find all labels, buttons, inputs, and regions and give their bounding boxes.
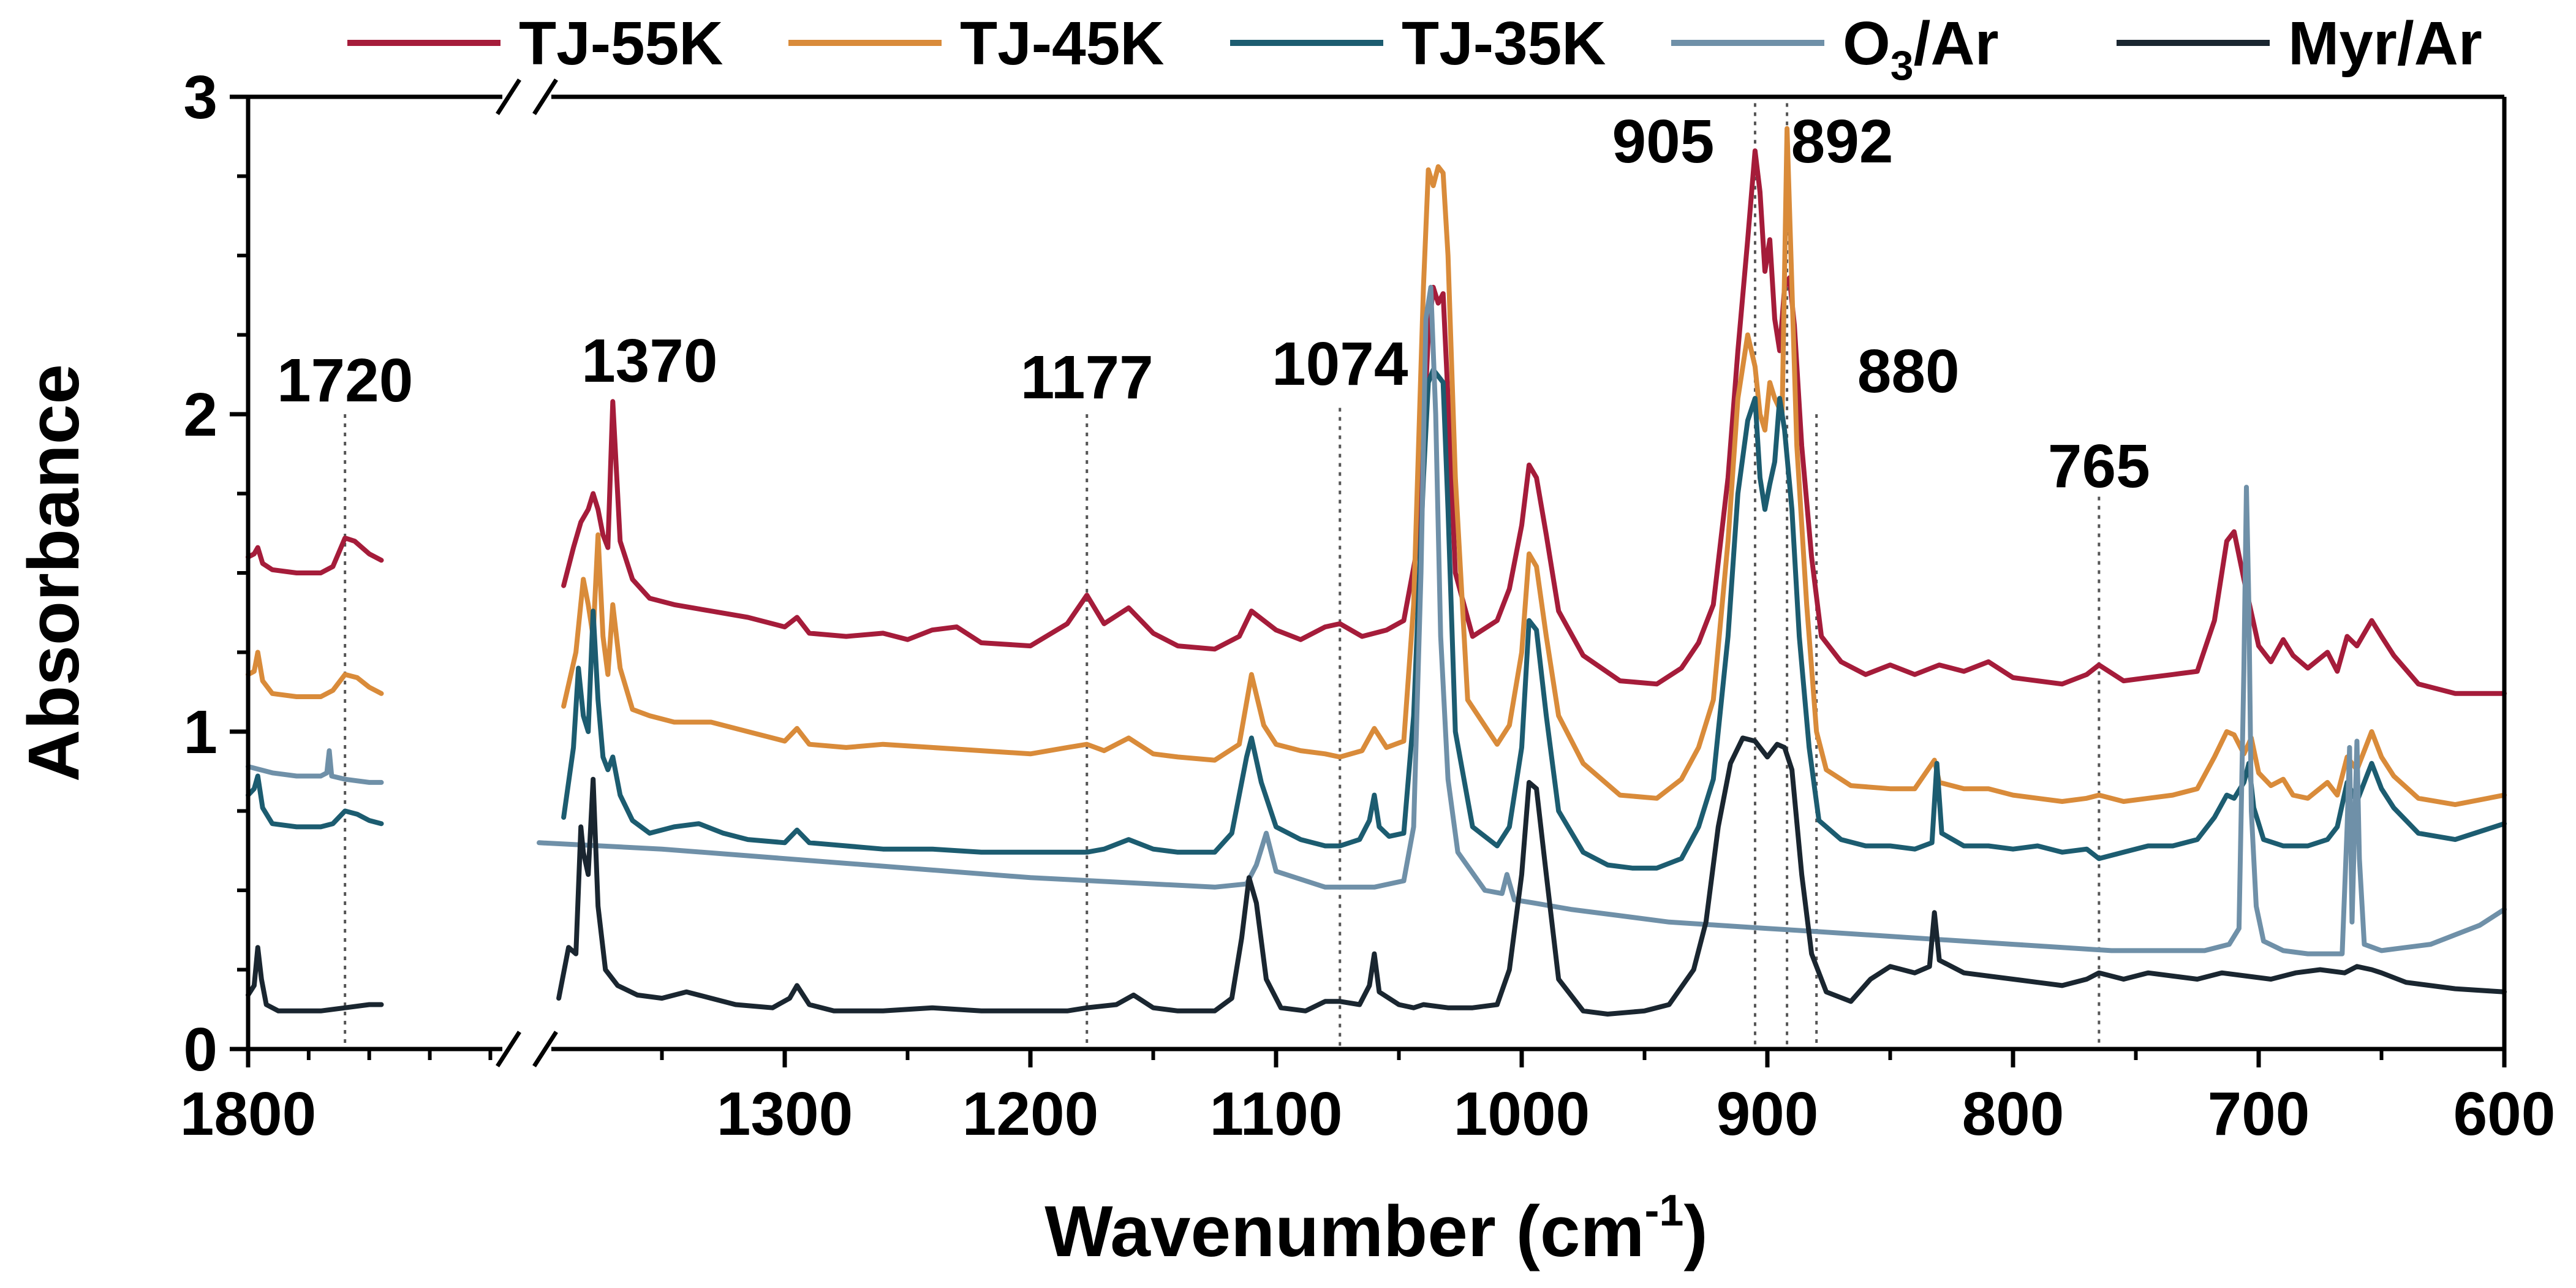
x-axis-title: Wavenumber (cm-1) (1044, 1186, 1708, 1272)
legend-label-1: TJ-45K (960, 9, 1164, 78)
axes: 0 1 2 3 1800 1300 1200 1100 1000 900 800 700 600 (180, 63, 2556, 1148)
annotation-label-1720: 1720 (277, 346, 413, 415)
annotation-label-765: 765 (2048, 432, 2150, 501)
series-line-2-segment-1 (561, 367, 2507, 871)
annotation-label-892: 892 (1791, 107, 1894, 176)
series-4 (246, 735, 2507, 1017)
series-line-3-segment-0 (246, 748, 384, 785)
x-tick-label-1100: 1100 (1210, 1080, 1343, 1148)
x-tick-label-1200: 1200 (962, 1080, 1098, 1148)
series-line-0-segment-1 (561, 148, 2507, 696)
y-axis-title: Absorbance (13, 364, 94, 782)
x-tick-label-1000: 1000 (1454, 1080, 1590, 1148)
series-line-0-segment-0 (246, 536, 384, 575)
x-tick-label-1300: 1300 (717, 1080, 853, 1148)
x-tick-label-800: 800 (1962, 1080, 2064, 1148)
annotation-label-1074: 1074 (1272, 330, 1408, 398)
y-tick-label-1: 1 (183, 698, 217, 767)
axis-break-mark-bottom-0 (496, 1031, 521, 1067)
axis-break-mark-bottom-1 (532, 1031, 558, 1067)
series-line-1-segment-1 (561, 126, 2507, 808)
series-0 (246, 148, 2507, 696)
y-tick-label-0: 0 (183, 1015, 217, 1084)
axis-break-mark-top-0 (496, 78, 521, 115)
series-line-4-segment-1 (556, 735, 2507, 1017)
series-line-4-segment-0 (246, 945, 384, 1013)
legend-label-0: TJ-55K (519, 9, 723, 78)
legend-label-3: O3/Ar (1843, 9, 1999, 89)
annotation-label-1177: 1177 (1021, 343, 1154, 412)
spectrum-series (246, 126, 2507, 1017)
series-line-1-segment-0 (246, 650, 384, 699)
series-line-3-segment-1 (537, 284, 2507, 957)
annotation-label-905: 905 (1612, 107, 1715, 176)
peak-annotations: 1720 1370 1177 1074 905 892 880 765 (277, 103, 2150, 1049)
axis-break-mark-top-1 (532, 78, 558, 115)
y-tick-label-3: 3 (183, 63, 217, 132)
legend-label-2: TJ-35K (1402, 9, 1606, 78)
series-3 (246, 284, 2507, 957)
x-tick-label-700: 700 (2208, 1080, 2310, 1148)
x-tick-label-900: 900 (1717, 1080, 1819, 1148)
legend-label-4: Myr/Ar (2288, 9, 2482, 78)
x-tick-label-1800: 1800 (180, 1080, 316, 1148)
y-tick-label-2: 2 (183, 381, 217, 449)
annotation-label-880: 880 (1857, 337, 1960, 406)
series-line-2-segment-0 (246, 773, 384, 830)
axis-titles: Absorbance Wavenumber (cm-1) (13, 364, 1708, 1272)
x-tick-label-600: 600 (2453, 1080, 2556, 1148)
series-2 (246, 367, 2507, 871)
annotation-label-1370: 1370 (581, 327, 717, 395)
legend: TJ-55K TJ-45K TJ-35K O3/Ar Myr/Ar (347, 9, 2482, 89)
series-1 (246, 126, 2507, 808)
